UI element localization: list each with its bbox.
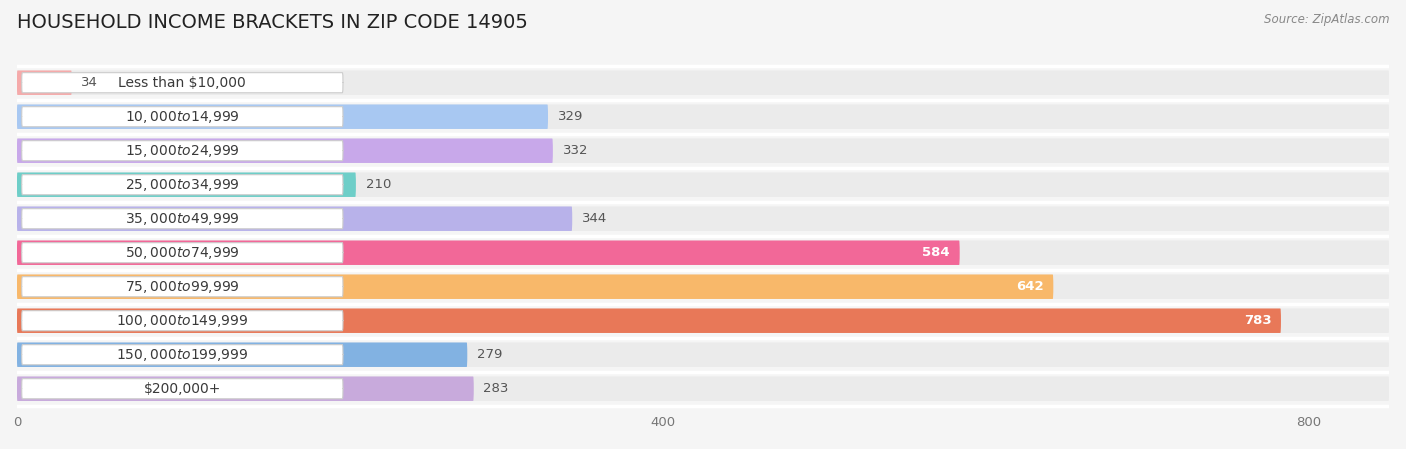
FancyBboxPatch shape [21,243,343,263]
Text: 584: 584 [922,246,950,259]
FancyBboxPatch shape [17,70,1389,95]
Text: $10,000 to $14,999: $10,000 to $14,999 [125,109,240,125]
Text: $25,000 to $34,999: $25,000 to $34,999 [125,177,240,193]
Text: 783: 783 [1244,314,1271,327]
Text: $75,000 to $99,999: $75,000 to $99,999 [125,279,240,295]
Text: 329: 329 [558,110,583,123]
FancyBboxPatch shape [17,343,1389,367]
Text: $35,000 to $49,999: $35,000 to $49,999 [125,211,240,227]
Text: 332: 332 [562,144,588,157]
FancyBboxPatch shape [17,207,572,231]
FancyBboxPatch shape [21,209,343,229]
FancyBboxPatch shape [17,308,1281,333]
Text: $200,000+: $200,000+ [143,382,221,396]
FancyBboxPatch shape [17,343,467,367]
FancyBboxPatch shape [17,105,548,129]
Text: Source: ZipAtlas.com: Source: ZipAtlas.com [1264,13,1389,26]
Text: 344: 344 [582,212,607,225]
FancyBboxPatch shape [21,345,343,365]
FancyBboxPatch shape [17,241,960,265]
Text: HOUSEHOLD INCOME BRACKETS IN ZIP CODE 14905: HOUSEHOLD INCOME BRACKETS IN ZIP CODE 14… [17,13,527,32]
FancyBboxPatch shape [17,377,474,401]
FancyBboxPatch shape [17,207,1389,231]
FancyBboxPatch shape [17,138,1389,163]
Text: 34: 34 [82,76,98,89]
Text: 642: 642 [1017,280,1043,293]
FancyBboxPatch shape [21,73,343,93]
FancyBboxPatch shape [17,241,1389,265]
FancyBboxPatch shape [17,308,1389,333]
Text: 279: 279 [477,348,502,361]
FancyBboxPatch shape [21,107,343,127]
FancyBboxPatch shape [17,274,1389,299]
Text: 210: 210 [366,178,391,191]
FancyBboxPatch shape [17,172,356,197]
Text: Less than $10,000: Less than $10,000 [118,76,246,90]
FancyBboxPatch shape [21,141,343,161]
FancyBboxPatch shape [21,175,343,195]
FancyBboxPatch shape [17,138,553,163]
FancyBboxPatch shape [17,274,1053,299]
FancyBboxPatch shape [21,379,343,399]
Text: $15,000 to $24,999: $15,000 to $24,999 [125,143,240,158]
FancyBboxPatch shape [17,172,1389,197]
Text: $150,000 to $199,999: $150,000 to $199,999 [117,347,249,363]
FancyBboxPatch shape [17,105,1389,129]
FancyBboxPatch shape [21,311,343,331]
Text: $50,000 to $74,999: $50,000 to $74,999 [125,245,240,261]
FancyBboxPatch shape [17,70,72,95]
FancyBboxPatch shape [21,277,343,297]
FancyBboxPatch shape [17,377,1389,401]
Text: $100,000 to $149,999: $100,000 to $149,999 [117,313,249,329]
Text: 283: 283 [484,382,509,395]
